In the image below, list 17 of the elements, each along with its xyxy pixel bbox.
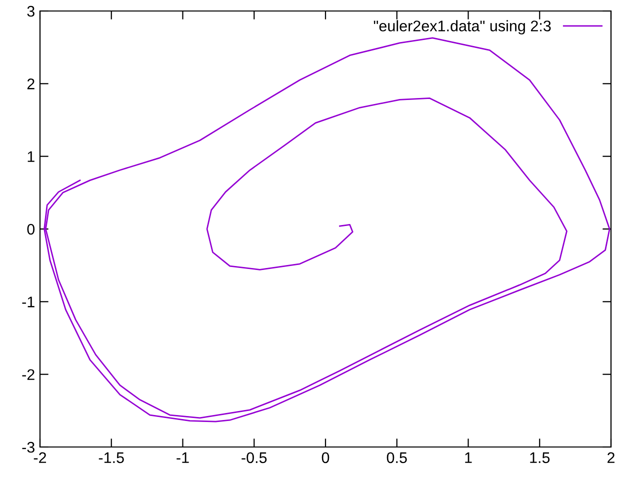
x-tick-label: 1 [465, 452, 472, 463]
y-tick-label: 2 [27, 78, 34, 90]
legend-label: "euler2ex1.data" using 2:3 [374, 20, 551, 34]
x-tick-label: -0.5 [242, 452, 267, 464]
x-tick-label: 2 [608, 452, 614, 463]
x-tick-label: -1.5 [98, 452, 124, 464]
y-tick-label: 0 [27, 224, 35, 235]
x-tick-label: 0.5 [386, 452, 407, 464]
x-tick-label: 0 [322, 452, 330, 464]
y-tick-label: 1 [28, 151, 34, 162]
y-tick-label: -3 [22, 442, 34, 453]
x-tick-label: -1 [176, 452, 189, 463]
x-tick-label: 1.5 [530, 452, 550, 464]
y-tick-label: 3 [27, 6, 34, 17]
line-series [44, 37, 610, 422]
y-tick-label: -2 [22, 369, 34, 380]
y-tick-label: -1 [22, 296, 34, 308]
